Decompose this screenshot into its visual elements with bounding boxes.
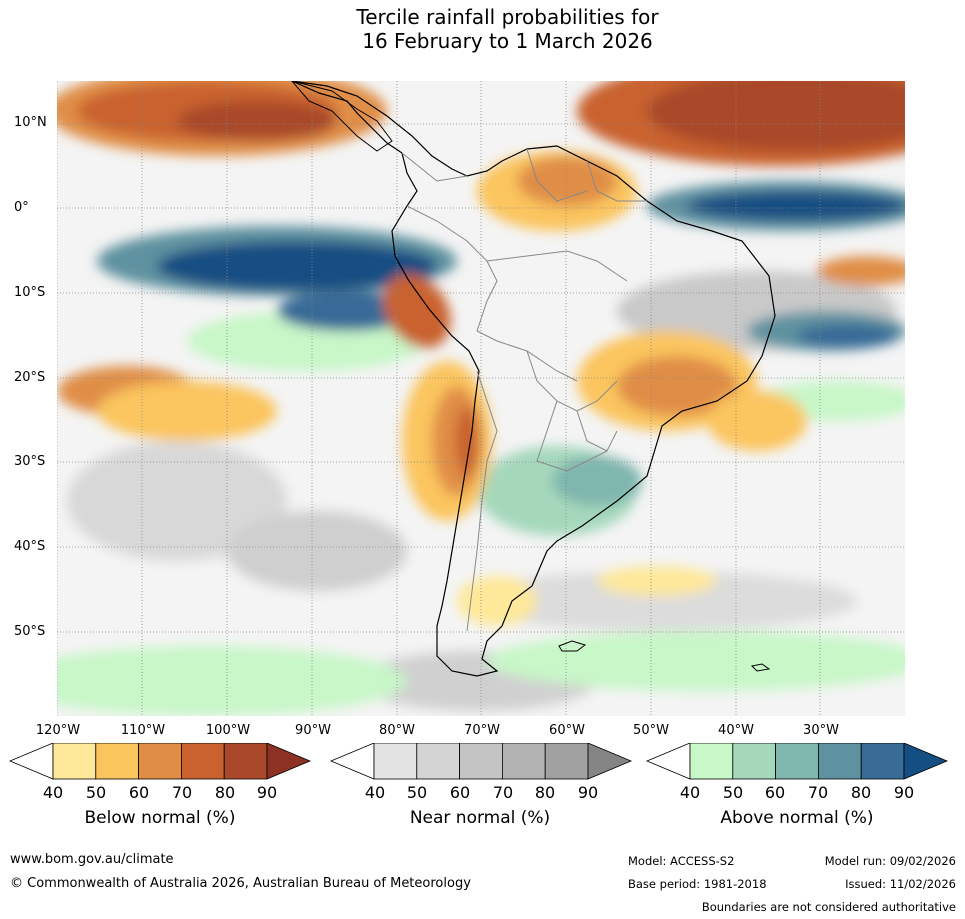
near-colorbar-segment-2 bbox=[416, 743, 460, 780]
above-colorbar-segment-2 bbox=[732, 743, 776, 780]
map-svg bbox=[57, 81, 905, 716]
near-colorbar-segment-5 bbox=[544, 743, 589, 780]
lon-label-100w: 100°W bbox=[205, 723, 251, 738]
tick-below-60: 60 bbox=[128, 783, 150, 802]
chart-title-line1: Tercile rainfall probabilities for bbox=[356, 5, 659, 29]
tick-near-50: 50 bbox=[406, 783, 428, 802]
tick-above-70: 70 bbox=[807, 783, 829, 802]
lon-label-30w: 30°W bbox=[803, 723, 839, 738]
lon-label-80w: 80°W bbox=[379, 723, 415, 738]
tick-above-50: 50 bbox=[722, 783, 744, 802]
tick-near-90: 90 bbox=[577, 783, 599, 802]
lon-label-120w: 120°W bbox=[35, 723, 81, 738]
below-normal-caption: Below normal (%) bbox=[84, 808, 236, 828]
tick-above-90: 90 bbox=[893, 783, 915, 802]
graticule bbox=[57, 81, 905, 716]
falkland-islands bbox=[558, 640, 587, 652]
lon-label-70w: 70°W bbox=[464, 723, 500, 738]
copyright: © Commonwealth of Australia 2026, Austra… bbox=[10, 876, 471, 891]
tick-near-80: 80 bbox=[534, 783, 556, 802]
south-georgia bbox=[750, 663, 771, 672]
below-colorbar-min-arrow bbox=[8, 743, 54, 780]
lat-label-10n: 10°N bbox=[14, 115, 47, 130]
above-colorbar-segment-4 bbox=[818, 743, 862, 780]
tick-near-70: 70 bbox=[492, 783, 514, 802]
tick-near-40: 40 bbox=[364, 783, 386, 802]
above-colorbar-segment-1 bbox=[689, 743, 734, 780]
colorbar-legends bbox=[8, 743, 949, 780]
below-colorbar-segment-1 bbox=[52, 743, 97, 780]
lat-label-0: 0° bbox=[14, 200, 29, 215]
colorbar-near-normal bbox=[329, 743, 633, 780]
issued-date: Issued: 11/02/2026 bbox=[845, 877, 956, 891]
near-colorbar-min-arrow bbox=[329, 743, 375, 780]
tick-below-90: 90 bbox=[256, 783, 278, 802]
below-colorbar-segment-2 bbox=[95, 743, 140, 780]
probability-field bbox=[57, 81, 905, 716]
colorbar-below-normal bbox=[8, 743, 312, 780]
model-run: Model run: 09/02/2026 bbox=[824, 854, 956, 868]
lat-label-40s: 40°S bbox=[14, 539, 46, 554]
above-colorbar-segment-3 bbox=[775, 743, 819, 780]
central-america-coast bbox=[291, 81, 393, 152]
lon-label-40w: 40°W bbox=[718, 723, 754, 738]
rainfall-probability-map bbox=[57, 81, 905, 716]
lon-label-60w: 60°W bbox=[549, 723, 585, 738]
above-colorbar-segment-5 bbox=[860, 743, 905, 780]
near-normal-caption: Near normal (%) bbox=[409, 808, 551, 828]
base-period: Base period: 1981-2018 bbox=[628, 877, 767, 891]
lat-label-30s: 30°S bbox=[14, 454, 46, 469]
tick-below-40: 40 bbox=[42, 783, 64, 802]
tick-above-40: 40 bbox=[679, 783, 701, 802]
near-colorbar-segment-4 bbox=[501, 743, 546, 780]
below-colorbar-max-arrow bbox=[266, 743, 312, 780]
tick-below-70: 70 bbox=[171, 783, 193, 802]
tick-below-50: 50 bbox=[85, 783, 107, 802]
lon-label-50w: 50°W bbox=[633, 723, 669, 738]
lat-label-20s: 20°S bbox=[14, 370, 46, 385]
bom-website: www.bom.gov.au/climate bbox=[10, 852, 174, 867]
tick-above-80: 80 bbox=[850, 783, 872, 802]
colorbar-above-normal bbox=[645, 743, 949, 780]
tick-near-60: 60 bbox=[449, 783, 471, 802]
boundaries-disclaimer: Boundaries are not considered authoritat… bbox=[701, 900, 956, 914]
near-colorbar-segment-3 bbox=[459, 743, 503, 780]
lat-label-10s: 10°S bbox=[14, 285, 46, 300]
above-colorbar-min-arrow bbox=[645, 743, 691, 780]
lat-label-50s: 50°S bbox=[14, 624, 46, 639]
below-colorbar-segment-5 bbox=[223, 743, 268, 780]
tick-above-60: 60 bbox=[764, 783, 786, 802]
model-name: Model: ACCESS-S2 bbox=[628, 854, 735, 868]
lon-label-110w: 110°W bbox=[120, 723, 166, 738]
tick-below-80: 80 bbox=[214, 783, 236, 802]
coastline bbox=[291, 81, 776, 677]
lon-label-90w: 90°W bbox=[295, 723, 331, 738]
country-borders bbox=[401, 148, 647, 632]
near-colorbar-segment-1 bbox=[373, 743, 418, 780]
below-colorbar-segment-3 bbox=[138, 743, 182, 780]
below-colorbar-segment-4 bbox=[180, 743, 225, 780]
above-colorbar-max-arrow bbox=[903, 743, 949, 780]
near-colorbar-max-arrow bbox=[587, 743, 633, 780]
chart-title-line2: 16 February to 1 March 2026 bbox=[362, 29, 653, 53]
above-normal-caption: Above normal (%) bbox=[720, 808, 874, 828]
